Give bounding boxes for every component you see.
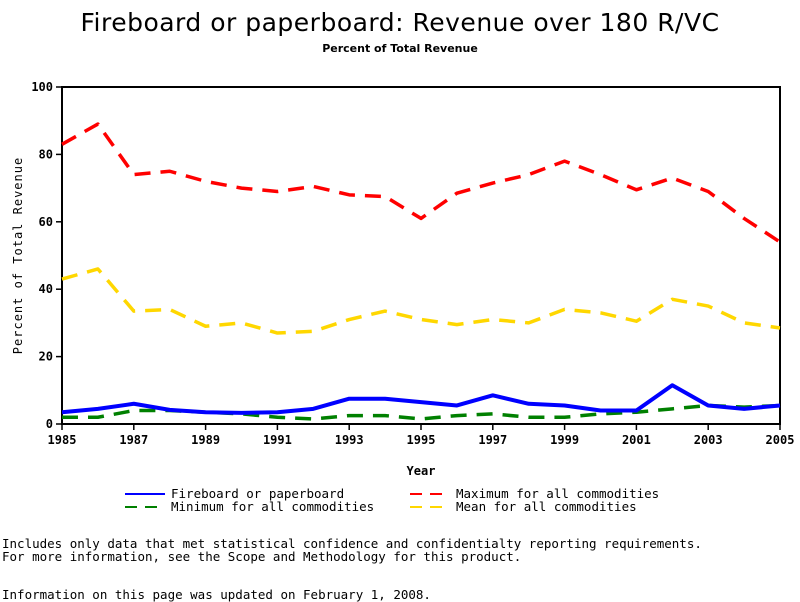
x-tick-label: 2005: [766, 433, 795, 447]
x-tick-label: 1995: [407, 433, 436, 447]
x-tick-label: 1985: [48, 433, 77, 447]
x-tick-label: 1987: [119, 433, 148, 447]
x-tick-label: 1989: [191, 433, 220, 447]
y-tick-label: 40: [39, 282, 53, 296]
plot-frame: [61, 86, 781, 425]
series-line-minimum-for-all-commodities: [62, 403, 781, 421]
line-chart: 1985 1987 1989 1991 1993 1995 1997 1999 2001 2003…: [11, 80, 795, 514]
note-confidentiality: Includes only data that met statistical …: [2, 536, 702, 551]
chart-title: Fireboard or paperboard: Revenue over 18…: [80, 8, 720, 37]
y-tick-label: 100: [31, 80, 53, 94]
series-line-mean-for-all-commodities: [61, 267, 781, 335]
x-tick-label: 2003: [694, 433, 723, 447]
chart-subtitle: Percent of Total Revenue: [322, 42, 478, 55]
x-tick-label: 1993: [335, 433, 364, 447]
x-axis-label: Year: [407, 464, 436, 478]
note-updated: Information on this page was updated on …: [2, 587, 431, 602]
y-tick-label: 20: [39, 350, 53, 364]
x-tick-label: 1997: [478, 433, 507, 447]
y-tick-label: 0: [46, 417, 53, 431]
series-line-fireboard-or-paperboard: [61, 383, 781, 415]
legend-label: Maximum for all commodities: [456, 486, 659, 501]
x-tick-label: 2001: [622, 433, 651, 447]
series-line-maximum-for-all-commodities: [61, 122, 781, 244]
y-tick-label: 80: [39, 147, 53, 161]
legend-label: Fireboard or paperboard: [171, 486, 344, 501]
legend-label: Mean for all commodities: [456, 499, 637, 514]
x-tick-label: 1991: [263, 433, 292, 447]
note-methodology: For more information, see the Scope and …: [2, 549, 522, 564]
y-axis-label: Percent of Total Revenue: [11, 157, 25, 354]
y-tick-label: 60: [39, 215, 53, 229]
legend-label: Minimum for all commodities: [171, 499, 374, 514]
x-tick-label: 1999: [550, 433, 579, 447]
